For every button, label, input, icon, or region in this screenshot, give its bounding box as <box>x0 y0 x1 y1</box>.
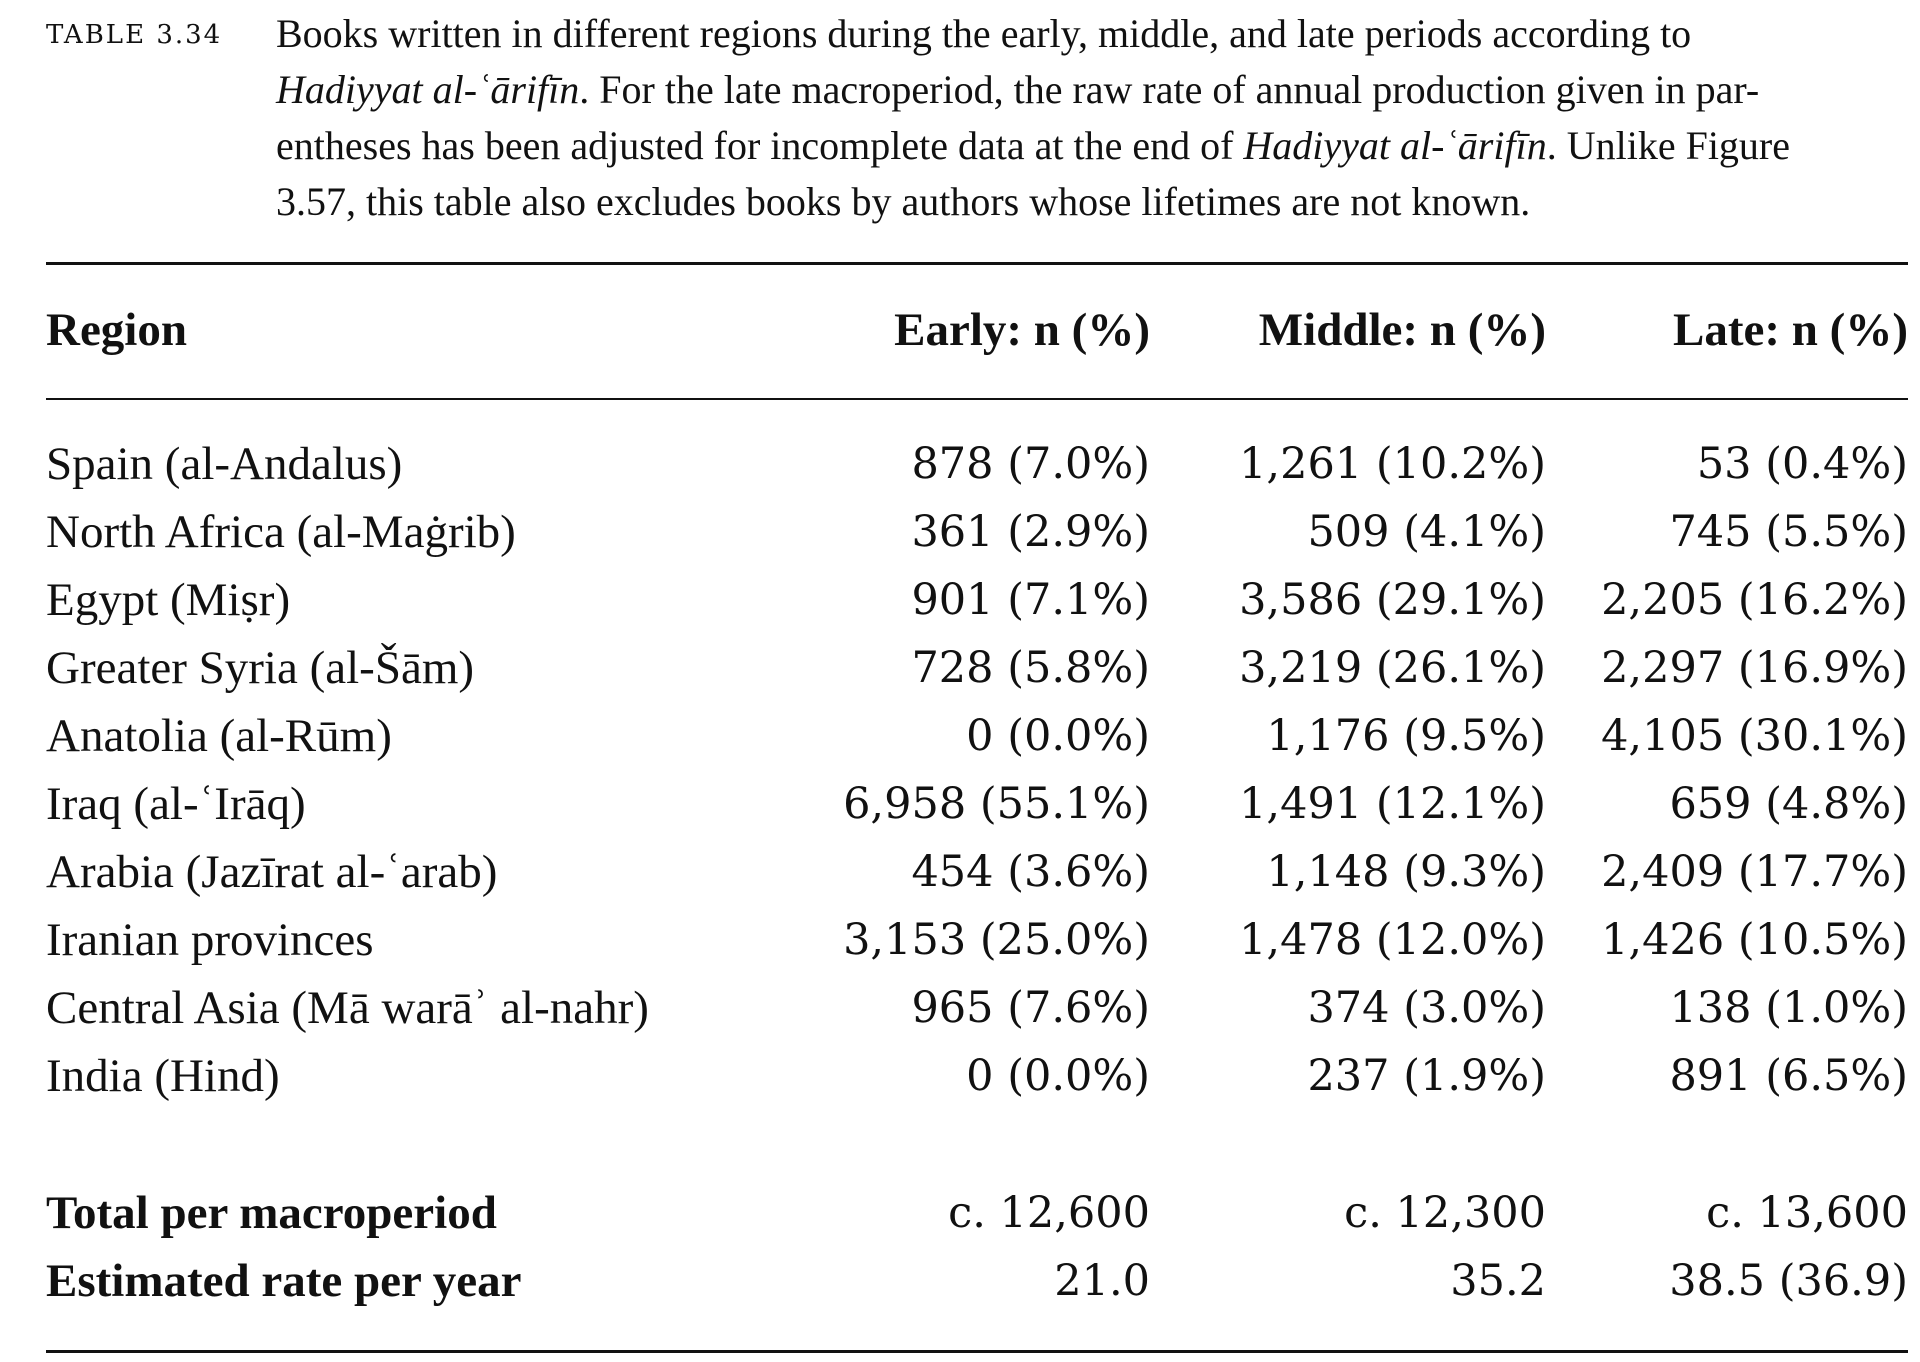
caption-line-3-start: entheses has been adjusted for incomplet… <box>276 123 1244 168</box>
middle-value-cell: 1,491 (12.1%) <box>1239 779 1546 829</box>
early-value-cell: 361 (2.9%) <box>911 507 1150 557</box>
column-header-region: Region <box>46 304 187 356</box>
column-header-early: Early: n (%) <box>894 304 1150 356</box>
column-header-late: Late: n (%) <box>1673 304 1908 356</box>
table-row: North Africa (al-Maġrib) 361 (2.9%) 509 … <box>46 499 1908 565</box>
late-value-cell: 659 (4.8%) <box>1669 779 1908 829</box>
region-cell: Arabia (Jazīrat al-ʿarab) <box>46 846 498 898</box>
region-cell: Spain (al-Andalus) <box>46 438 403 490</box>
middle-value-cell: 509 (4.1%) <box>1307 507 1546 557</box>
middle-value-cell: 1,148 (9.3%) <box>1266 847 1546 897</box>
early-value-cell: 965 (7.6%) <box>911 983 1150 1033</box>
caption-title-hadiyyat-2: Hadiyyat al-ʿārifīn <box>1243 123 1547 168</box>
total-label-cell: Total per macroperiod <box>46 1187 497 1239</box>
region-cell: Anatolia (al-Rūm) <box>46 710 392 762</box>
early-total-cell: c. 12,600 <box>948 1188 1150 1238</box>
table-caption: TABLE 3.34 Books written in different re… <box>46 6 1906 230</box>
caption-line-2: Hadiyyat al-ʿārifīn. For the late macrop… <box>276 62 1906 118</box>
late-value-cell: 891 (6.5%) <box>1669 1051 1908 1101</box>
early-value-cell: 3,153 (25.0%) <box>843 915 1150 965</box>
total-per-macroperiod-row: Total per macroperiod c. 12,600 c. 12,30… <box>46 1180 1908 1246</box>
middle-rate-cell: 35.2 <box>1450 1256 1546 1306</box>
early-value-cell: 878 (7.0%) <box>911 439 1150 489</box>
caption-line-2-text: . For the late macroperiod, the raw rate… <box>579 67 1760 112</box>
late-value-cell: 2,205 (16.2%) <box>1601 575 1908 625</box>
region-cell: Greater Syria (al-Šām) <box>46 642 475 694</box>
late-value-cell: 2,409 (17.7%) <box>1601 847 1908 897</box>
early-value-cell: 0 (0.0%) <box>966 1051 1150 1101</box>
middle-value-cell: 1,478 (12.0%) <box>1239 915 1546 965</box>
early-rate-cell: 21.0 <box>1054 1256 1150 1306</box>
early-value-cell: 728 (5.8%) <box>911 643 1150 693</box>
table-row: Egypt (Miṣr) 901 (7.1%) 3,586 (29.1%) 2,… <box>46 567 1908 633</box>
table-top-rule <box>46 262 1908 265</box>
late-value-cell: 745 (5.5%) <box>1669 507 1908 557</box>
middle-value-cell: 1,261 (10.2%) <box>1239 439 1546 489</box>
late-value-cell: 138 (1.0%) <box>1669 983 1908 1033</box>
table-row: Iraq (al-ʿIrāq) 6,958 (55.1%) 1,491 (12.… <box>46 771 1908 837</box>
table-row: Arabia (Jazīrat al-ʿarab) 454 (3.6%) 1,1… <box>46 839 1908 905</box>
table-row: Greater Syria (al-Šām) 728 (5.8%) 3,219 … <box>46 635 1908 701</box>
table-row: Iranian provinces 3,153 (25.0%) 1,478 (1… <box>46 907 1908 973</box>
table-row: India (Hind) 0 (0.0%) 237 (1.9%) 891 (6.… <box>46 1043 1908 1109</box>
table-caption-text: Books written in different regions durin… <box>276 6 1906 230</box>
estimated-rate-row: Estimated rate per year 21.0 35.2 38.5 (… <box>46 1248 1908 1314</box>
caption-line-3: entheses has been adjusted for incomplet… <box>276 118 1906 174</box>
caption-line-3-end: . Unlike Figure <box>1546 123 1791 168</box>
late-rate-cell: 38.5 (36.9) <box>1669 1256 1908 1306</box>
table-row: Anatolia (al-Rūm) 0 (0.0%) 1,176 (9.5%) … <box>46 703 1908 769</box>
late-total-cell: c. 13,600 <box>1706 1188 1908 1238</box>
region-cell: India (Hind) <box>46 1050 280 1102</box>
middle-value-cell: 374 (3.0%) <box>1307 983 1546 1033</box>
early-value-cell: 6,958 (55.1%) <box>843 779 1150 829</box>
early-value-cell: 454 (3.6%) <box>911 847 1150 897</box>
early-value-cell: 0 (0.0%) <box>966 711 1150 761</box>
late-value-cell: 2,297 (16.9%) <box>1601 643 1908 693</box>
middle-total-cell: c. 12,300 <box>1344 1188 1546 1238</box>
caption-line-4-text: 3.57, this table also excludes books by … <box>276 179 1531 224</box>
middle-value-cell: 1,176 (9.5%) <box>1266 711 1546 761</box>
caption-line-1: Books written in different regions durin… <box>276 6 1906 62</box>
table-caption-label: TABLE 3.34 <box>46 20 223 50</box>
table-bottom-rule <box>46 1350 1908 1353</box>
region-cell: Iraq (al-ʿIrāq) <box>46 778 306 830</box>
caption-title-hadiyyat: Hadiyyat al-ʿārifīn <box>276 67 580 112</box>
table-row: Central Asia (Mā warāʾ al-nahr) 965 (7.6… <box>46 975 1908 1041</box>
table-row: Spain (al-Andalus) 878 (7.0%) 1,261 (10.… <box>46 431 1908 497</box>
caption-line-1-text: Books written in different regions durin… <box>276 11 1692 56</box>
late-value-cell: 1,426 (10.5%) <box>1601 915 1908 965</box>
caption-line-4: 3.57, this table also excludes books by … <box>276 174 1906 230</box>
table-header-rule <box>46 398 1908 400</box>
column-header-middle: Middle: n (%) <box>1258 304 1546 356</box>
middle-value-cell: 3,586 (29.1%) <box>1239 575 1546 625</box>
region-cell: Iranian provinces <box>46 914 374 966</box>
table-header-row: Region Early: n (%) Middle: n (%) Late: … <box>46 297 1908 363</box>
region-cell: Egypt (Miṣr) <box>46 574 291 626</box>
middle-value-cell: 237 (1.9%) <box>1307 1051 1546 1101</box>
region-cell: North Africa (al-Maġrib) <box>46 506 516 558</box>
rate-label-cell: Estimated rate per year <box>46 1255 522 1307</box>
late-value-cell: 53 (0.4%) <box>1696 439 1908 489</box>
late-value-cell: 4,105 (30.1%) <box>1601 711 1908 761</box>
early-value-cell: 901 (7.1%) <box>911 575 1150 625</box>
region-cell: Central Asia (Mā warāʾ al-nahr) <box>46 982 649 1034</box>
middle-value-cell: 3,219 (26.1%) <box>1239 643 1546 693</box>
